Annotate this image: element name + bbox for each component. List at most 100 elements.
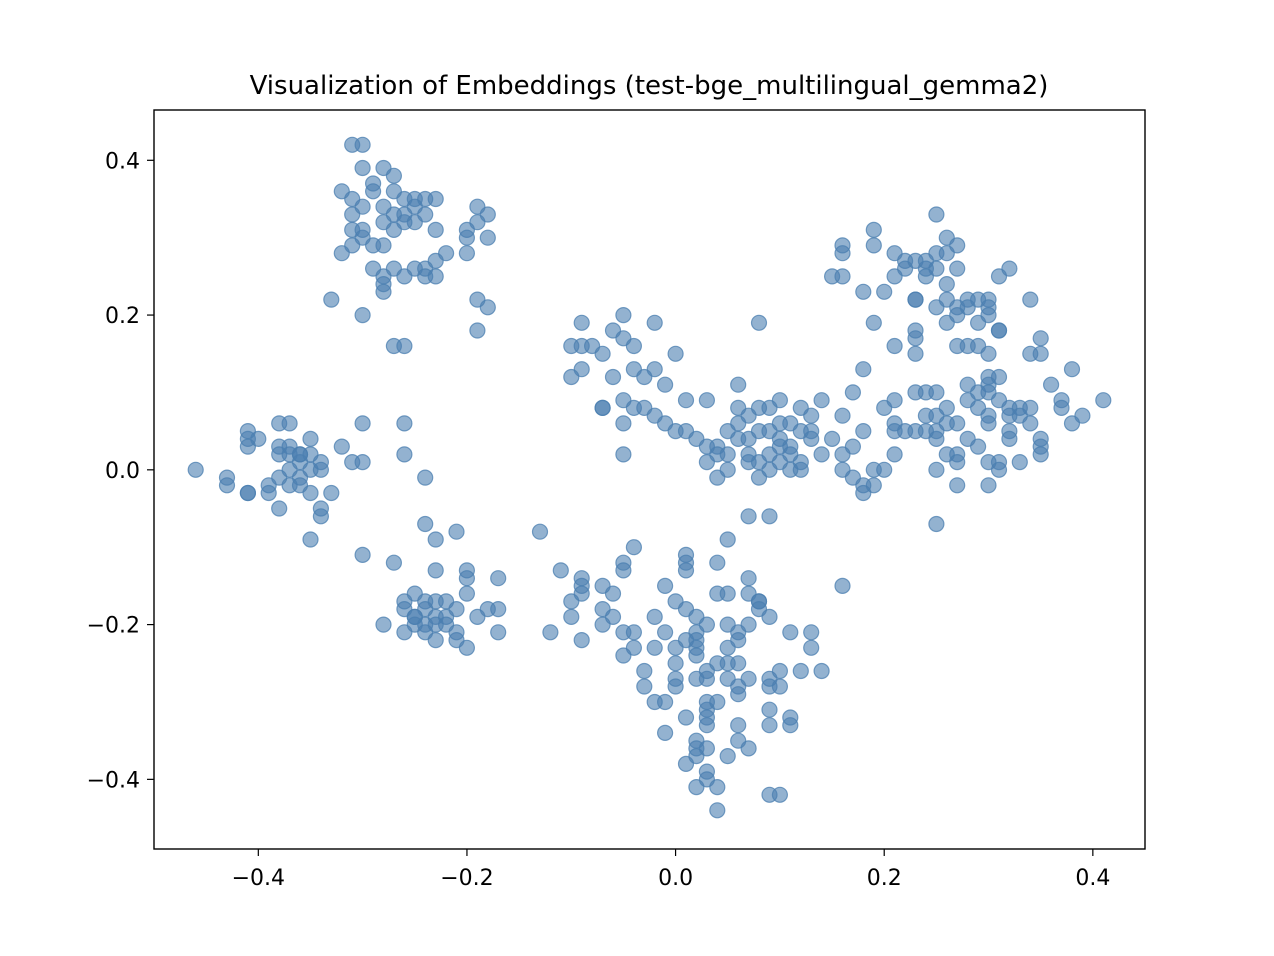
x-tick-label: −0.2 xyxy=(440,866,493,891)
scatter-point xyxy=(427,562,444,579)
scatter-point xyxy=(1074,407,1091,424)
scatter-point xyxy=(803,639,820,656)
scatter-point xyxy=(740,670,757,687)
scatter-point xyxy=(740,616,757,633)
scatter-point xyxy=(615,415,632,432)
scatter-point xyxy=(344,136,361,153)
scatter-point xyxy=(187,461,204,478)
scatter-point xyxy=(490,624,507,641)
scatter-point xyxy=(625,337,643,355)
scatter-point xyxy=(771,415,789,432)
scatter-point xyxy=(271,500,288,517)
scatter-point xyxy=(354,198,371,215)
scatter-point xyxy=(354,454,371,471)
scatter-point xyxy=(677,562,695,579)
scatter-point xyxy=(855,423,872,440)
scatter-point xyxy=(1032,345,1049,362)
scatter-point xyxy=(552,562,569,579)
scatter-point xyxy=(709,802,726,819)
scatter-point xyxy=(573,314,590,331)
scatter-point xyxy=(928,260,945,277)
scatter-point xyxy=(1053,399,1070,416)
scatter-point xyxy=(782,717,799,734)
scatter-point xyxy=(365,183,382,200)
scatter-point xyxy=(719,461,736,478)
scatter-point xyxy=(844,384,862,401)
scatter-point xyxy=(740,570,757,587)
scatter-point xyxy=(907,322,924,339)
scatter-point xyxy=(469,608,486,626)
scatter-point xyxy=(1063,361,1081,378)
scatter-point xyxy=(938,276,955,293)
scatter-point xyxy=(427,252,444,269)
scatter-point xyxy=(677,709,695,726)
scatter-point xyxy=(656,724,674,742)
scatter-point xyxy=(354,546,371,564)
scatter-point xyxy=(656,693,674,711)
scatter-point xyxy=(865,237,882,254)
x-tick-label: 0.2 xyxy=(867,866,902,891)
scatter-point xyxy=(302,531,319,548)
scatter-point xyxy=(844,438,862,455)
scatter-point xyxy=(1042,376,1060,393)
scatter-point xyxy=(604,608,622,626)
scatter-point xyxy=(636,678,653,695)
scatter-point xyxy=(677,392,695,409)
scatter-point xyxy=(761,701,778,718)
scatter-point xyxy=(1022,399,1039,416)
scatter-point xyxy=(709,693,726,711)
scatter-point xyxy=(396,337,413,355)
scatter-point xyxy=(949,477,966,494)
scatter-point xyxy=(302,430,319,447)
scatter-point xyxy=(406,214,423,231)
scatter-point xyxy=(323,291,340,308)
scatter-point xyxy=(354,415,371,432)
scatter-point xyxy=(469,214,486,231)
scatter-point xyxy=(427,268,444,285)
scatter-point xyxy=(646,361,663,378)
scatter-point xyxy=(709,778,726,796)
scatter-point xyxy=(698,392,716,409)
scatter-point xyxy=(239,438,256,455)
scatter-point xyxy=(656,376,674,393)
scatter-point xyxy=(928,515,945,533)
scatter-point xyxy=(792,662,809,680)
scatter-point xyxy=(656,624,674,641)
plot-points xyxy=(187,136,1112,819)
scatter-point xyxy=(239,484,256,502)
scatter-point xyxy=(782,461,799,478)
scatter-point xyxy=(782,624,799,641)
scatter-point xyxy=(928,299,945,316)
scatter-point xyxy=(1032,430,1049,447)
scatter-point xyxy=(458,585,475,602)
scatter-point xyxy=(980,415,997,432)
scatter-point xyxy=(458,229,475,246)
scatter-point xyxy=(907,345,924,362)
scatter-point xyxy=(1001,430,1018,447)
scatter-point xyxy=(865,314,882,331)
scatter-point xyxy=(928,384,945,401)
scatter-point xyxy=(354,159,371,177)
scatter-point xyxy=(740,740,757,757)
scatter-point xyxy=(876,461,893,478)
scatter-point xyxy=(531,523,549,540)
scatter-point xyxy=(803,624,820,641)
scatter-point xyxy=(709,554,726,571)
scatter-point xyxy=(949,337,966,355)
y-tick-label: 0.0 xyxy=(105,459,140,484)
scatter-point xyxy=(333,438,350,455)
scatter-point xyxy=(750,314,768,331)
y-tick-label: −0.2 xyxy=(87,614,140,639)
scatter-point xyxy=(323,484,340,502)
scatter-point xyxy=(698,616,716,633)
chart-title: Visualization of Embeddings (test-bge_mu… xyxy=(250,71,1049,101)
scatter-point xyxy=(594,345,611,362)
scatter-point xyxy=(427,616,444,633)
scatter-point xyxy=(375,616,392,633)
scatter-point xyxy=(730,686,747,703)
scatter-point xyxy=(458,245,475,262)
scatter-point xyxy=(1022,291,1039,308)
y-tick-label: −0.4 xyxy=(87,768,140,793)
scatter-point xyxy=(928,430,945,447)
scatter-point xyxy=(458,570,475,587)
